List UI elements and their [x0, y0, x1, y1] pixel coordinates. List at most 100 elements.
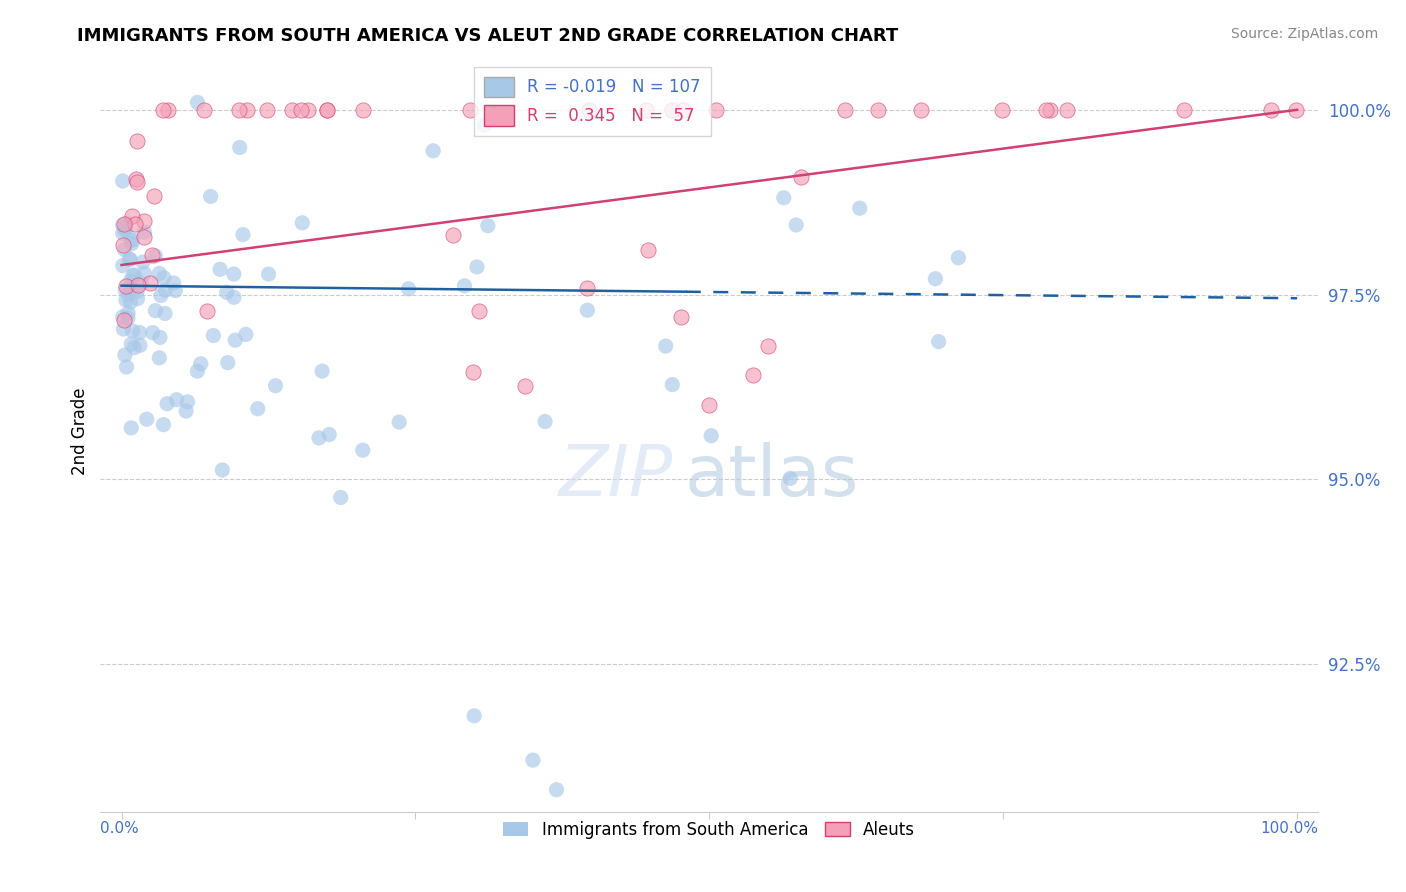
Point	[117, 311, 139, 326]
Point	[215, 285, 238, 300]
Point	[145, 303, 167, 318]
Text: Source: ZipAtlas.com: Source: ZipAtlas.com	[1230, 27, 1378, 41]
Point	[135, 412, 157, 426]
Point	[134, 213, 156, 227]
Legend: Immigrants from South America, Aleuts: Immigrants from South America, Aleuts	[496, 814, 922, 846]
Point	[152, 417, 174, 432]
Point	[114, 283, 136, 297]
Text: IMMIGRANTS FROM SOUTH AMERICA VS ALEUT 2ND GRADE CORRELATION CHART: IMMIGRANTS FROM SOUTH AMERICA VS ALEUT 2…	[77, 27, 898, 45]
Point	[111, 218, 134, 232]
Point	[1056, 103, 1078, 117]
Point	[637, 243, 659, 257]
Point	[257, 267, 280, 281]
Point	[224, 333, 246, 347]
Point	[948, 251, 970, 265]
Point	[148, 267, 170, 281]
Point	[120, 337, 142, 351]
Point	[127, 292, 149, 306]
Point	[120, 421, 142, 435]
Point	[118, 252, 141, 267]
Point	[155, 284, 177, 298]
Point	[127, 277, 149, 292]
Point	[208, 262, 231, 277]
Point	[700, 429, 723, 443]
Point	[149, 330, 172, 344]
Point	[111, 227, 134, 241]
Point	[868, 103, 890, 117]
Point	[256, 103, 278, 117]
Point	[290, 103, 312, 117]
Point	[790, 170, 813, 185]
Point	[513, 379, 536, 393]
Point	[152, 103, 174, 117]
Point	[352, 443, 374, 458]
Point	[222, 267, 245, 281]
Point	[143, 249, 166, 263]
Point	[115, 293, 138, 307]
Point	[124, 341, 146, 355]
Point	[315, 103, 337, 117]
Point	[114, 221, 136, 235]
Point	[121, 233, 143, 247]
Point	[742, 368, 765, 382]
Point	[111, 174, 134, 188]
Point	[121, 268, 143, 283]
Point	[1173, 103, 1195, 117]
Point	[576, 303, 599, 318]
Text: ZIP: ZIP	[558, 442, 673, 511]
Point	[422, 144, 444, 158]
Point	[153, 306, 176, 320]
Point	[134, 225, 156, 239]
Point	[120, 274, 142, 288]
Point	[120, 280, 142, 294]
Y-axis label: 2nd Grade: 2nd Grade	[72, 387, 89, 475]
Point	[672, 103, 695, 117]
Point	[217, 356, 239, 370]
Point	[162, 276, 184, 290]
Point	[928, 334, 950, 349]
Point	[578, 103, 600, 117]
Point	[128, 326, 150, 340]
Point	[115, 216, 138, 230]
Point	[235, 327, 257, 342]
Text: 100.0%: 100.0%	[1260, 821, 1319, 836]
Point	[661, 103, 683, 117]
Point	[166, 392, 188, 407]
Point	[121, 209, 143, 223]
Point	[211, 463, 233, 477]
Point	[156, 397, 179, 411]
Point	[193, 103, 215, 117]
Point	[134, 230, 156, 244]
Point	[149, 288, 172, 302]
Point	[472, 118, 495, 132]
Point	[477, 219, 499, 233]
Point	[125, 175, 148, 189]
Point	[654, 339, 676, 353]
Point	[121, 324, 143, 338]
Point	[576, 281, 599, 295]
Point	[669, 310, 692, 325]
Point	[222, 290, 245, 304]
Point	[785, 218, 807, 232]
Point	[118, 252, 141, 267]
Point	[190, 357, 212, 371]
Point	[117, 287, 139, 301]
Point	[465, 260, 488, 274]
Point	[281, 103, 304, 117]
Point	[661, 377, 683, 392]
Point	[228, 140, 250, 154]
Point	[115, 279, 138, 293]
Point	[186, 95, 208, 110]
Point	[772, 191, 794, 205]
Point	[129, 338, 152, 352]
Point	[153, 270, 176, 285]
Point	[311, 364, 333, 378]
Point	[441, 227, 464, 242]
Point	[468, 303, 491, 318]
Point	[120, 233, 142, 247]
Point	[236, 103, 259, 117]
Point	[114, 243, 136, 257]
Point	[125, 172, 148, 186]
Point	[697, 398, 720, 412]
Point	[704, 103, 727, 117]
